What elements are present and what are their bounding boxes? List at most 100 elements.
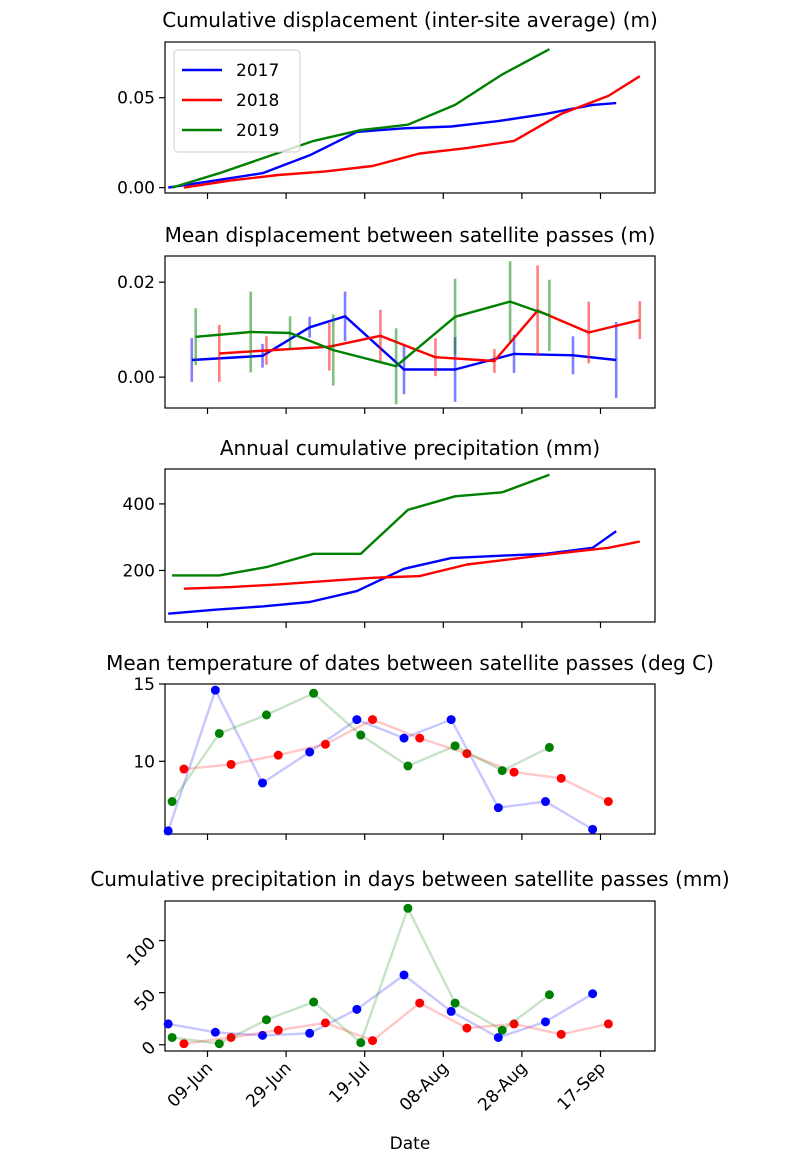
data-point-2018 (556, 1029, 566, 1039)
y-tick-label: 400 (123, 495, 155, 515)
data-point-2018 (226, 759, 236, 769)
axes-frame (164, 900, 656, 1052)
subplot-title: Cumulative displacement (inter-site aver… (162, 8, 658, 32)
y-tick-label: 10 (133, 752, 155, 772)
x-tick-label: 09-Jun (164, 1058, 217, 1111)
series-line-2017 (167, 687, 594, 832)
subplot-2: Mean displacement between satellite pass… (117, 223, 656, 414)
data-point-2019 (214, 1039, 224, 1049)
data-point-2017 (493, 1032, 503, 1042)
data-point-2018 (603, 1019, 613, 1029)
data-point-2017 (352, 715, 362, 725)
subplot-title: Mean displacement between satellite pass… (165, 223, 656, 247)
data-point-2017 (210, 685, 220, 695)
series-line-2019 (171, 691, 550, 803)
data-point-2018 (273, 1025, 283, 1035)
data-point-2017 (305, 1028, 315, 1038)
series-line-2019 (172, 473, 550, 577)
data-point-2018 (368, 1036, 378, 1046)
y-tick-label: 200 (123, 561, 155, 581)
data-point-2019 (497, 1025, 507, 1035)
data-point-2017 (258, 778, 268, 788)
data-point-2019 (356, 1038, 366, 1048)
data-point-2019 (544, 990, 554, 1000)
legend-label: 2018 (236, 91, 279, 111)
data-point-2017 (399, 970, 409, 980)
series-line-2017 (191, 315, 617, 371)
legend-label: 2017 (236, 61, 279, 81)
data-point-2019 (261, 1015, 271, 1025)
series-line-2018 (183, 540, 641, 590)
series-line-2019 (195, 300, 550, 368)
data-point-2018 (415, 998, 425, 1008)
y-tick-label: 15 (133, 675, 155, 695)
data-point-2017 (305, 747, 315, 757)
data-point-2019 (261, 710, 271, 720)
subplot-4: Mean temperature of dates between satell… (106, 651, 714, 840)
subplot-1: Cumulative displacement (inter-site aver… (117, 8, 658, 199)
data-point-2019 (309, 688, 319, 698)
series-line-2019 (171, 905, 551, 1045)
y-tick-label: 50 (131, 986, 160, 1015)
y-tick-label: 0.02 (117, 273, 155, 293)
data-point-2018 (462, 1023, 472, 1033)
series-line-2018 (183, 75, 641, 189)
data-point-2018 (415, 733, 425, 743)
data-point-2019 (450, 741, 460, 751)
data-point-2017 (163, 826, 173, 836)
data-point-2019 (214, 728, 224, 738)
x-tick-label: 28-Aug (474, 1058, 531, 1115)
series-line-2019 (171, 48, 550, 189)
data-point-2017 (540, 1017, 550, 1027)
data-point-2017 (493, 803, 503, 813)
subplot-title: Cumulative precipitation in days between… (90, 867, 729, 891)
data-point-2019 (497, 766, 507, 776)
data-point-2018 (509, 767, 519, 777)
data-point-2018 (462, 749, 472, 759)
data-point-2017 (399, 733, 409, 743)
x-tick-label: 29-Jun (242, 1058, 295, 1111)
data-point-2018 (179, 764, 189, 774)
y-tick-label: 0.00 (117, 179, 155, 199)
y-tick-label: 0 (138, 1038, 160, 1060)
x-tick-label: 19-Jul (325, 1058, 374, 1107)
legend-box (173, 49, 301, 153)
subplot-title: Mean temperature of dates between satell… (106, 651, 714, 675)
series-line-2017 (168, 101, 617, 189)
axes-frame (164, 41, 656, 194)
data-point-2019 (403, 761, 413, 771)
data-point-2017 (446, 1006, 456, 1016)
series-line-2018 (183, 1001, 609, 1045)
y-tick-label: 100 (123, 934, 160, 971)
data-point-2019 (544, 742, 554, 752)
axes-frame (164, 683, 656, 835)
data-point-2018 (320, 1018, 330, 1028)
data-point-2018 (320, 739, 330, 749)
x-tick-label: 08-Aug (396, 1058, 453, 1115)
legend-label: 2019 (236, 121, 279, 141)
data-point-2017 (210, 1027, 220, 1037)
series-line-2017 (167, 973, 594, 1039)
series-line-2018 (219, 309, 641, 363)
data-point-2019 (167, 1032, 177, 1042)
data-point-2017 (588, 989, 598, 999)
axes-frame (164, 255, 656, 409)
y-tick-label: 0.05 (117, 89, 155, 109)
data-point-2018 (368, 715, 378, 725)
data-point-2018 (226, 1032, 236, 1042)
data-point-2017 (352, 1004, 362, 1014)
data-point-2019 (356, 730, 366, 740)
series-line-2018 (183, 718, 609, 803)
subplot-5: Cumulative precipitation in days between… (90, 867, 729, 1154)
subplot-3: Annual cumulative precipitation (mm) 200 4… (123, 436, 656, 628)
subplot-title: Annual cumulative precipitation (mm) (220, 436, 600, 460)
legend: 2017 2018 2019 (173, 49, 301, 153)
data-point-2017 (446, 715, 456, 725)
x-axis-label: Date (390, 1134, 431, 1154)
data-point-2017 (588, 824, 598, 834)
data-point-2018 (179, 1039, 189, 1049)
axes-frame (164, 468, 656, 623)
data-point-2019 (167, 797, 177, 807)
data-point-2018 (509, 1019, 519, 1029)
